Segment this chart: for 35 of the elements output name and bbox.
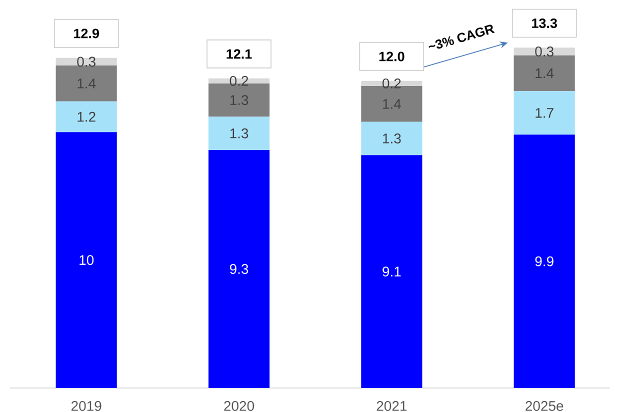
bar — [514, 91, 575, 135]
total-label: 12.1 — [226, 49, 252, 59]
x-tick-label: 2025e — [526, 401, 564, 411]
bar — [514, 48, 575, 56]
data-label: 1.4 — [78, 78, 96, 88]
annotation: ~3% CAGR — [428, 24, 495, 49]
x-tick-label: 2020 — [224, 401, 254, 411]
data-label: 1.7 — [536, 108, 554, 118]
data-label: 1.4 — [536, 68, 554, 78]
x-tick-label: 2021 — [376, 401, 407, 411]
bar — [208, 116, 270, 150]
data-label: 9.1 — [382, 266, 401, 277]
bar — [56, 101, 117, 132]
data-label: 0.3 — [77, 56, 96, 67]
total-label: 12.0 — [379, 52, 404, 62]
data-label: 1.4 — [383, 99, 401, 109]
data-label: 1.2 — [78, 112, 96, 122]
total-label: 12.9 — [74, 28, 99, 38]
bar — [361, 122, 422, 156]
bar — [208, 150, 270, 388]
data-label: 1.3 — [230, 128, 248, 138]
bar — [56, 66, 117, 102]
bar — [361, 155, 422, 388]
bar — [56, 58, 117, 66]
bar — [56, 132, 117, 388]
data-label: 1.3 — [383, 134, 401, 144]
bar — [514, 55, 575, 92]
x-tick-label: 2019 — [71, 401, 102, 411]
data-label: 10 — [80, 255, 94, 265]
data-label: 9.9 — [535, 256, 554, 266]
data-label: 1.3 — [230, 95, 248, 106]
bar — [514, 134, 575, 388]
total-label: 13.3 — [532, 18, 557, 28]
data-label: 9.3 — [230, 264, 248, 274]
data-label: 0.3 — [535, 46, 554, 56]
